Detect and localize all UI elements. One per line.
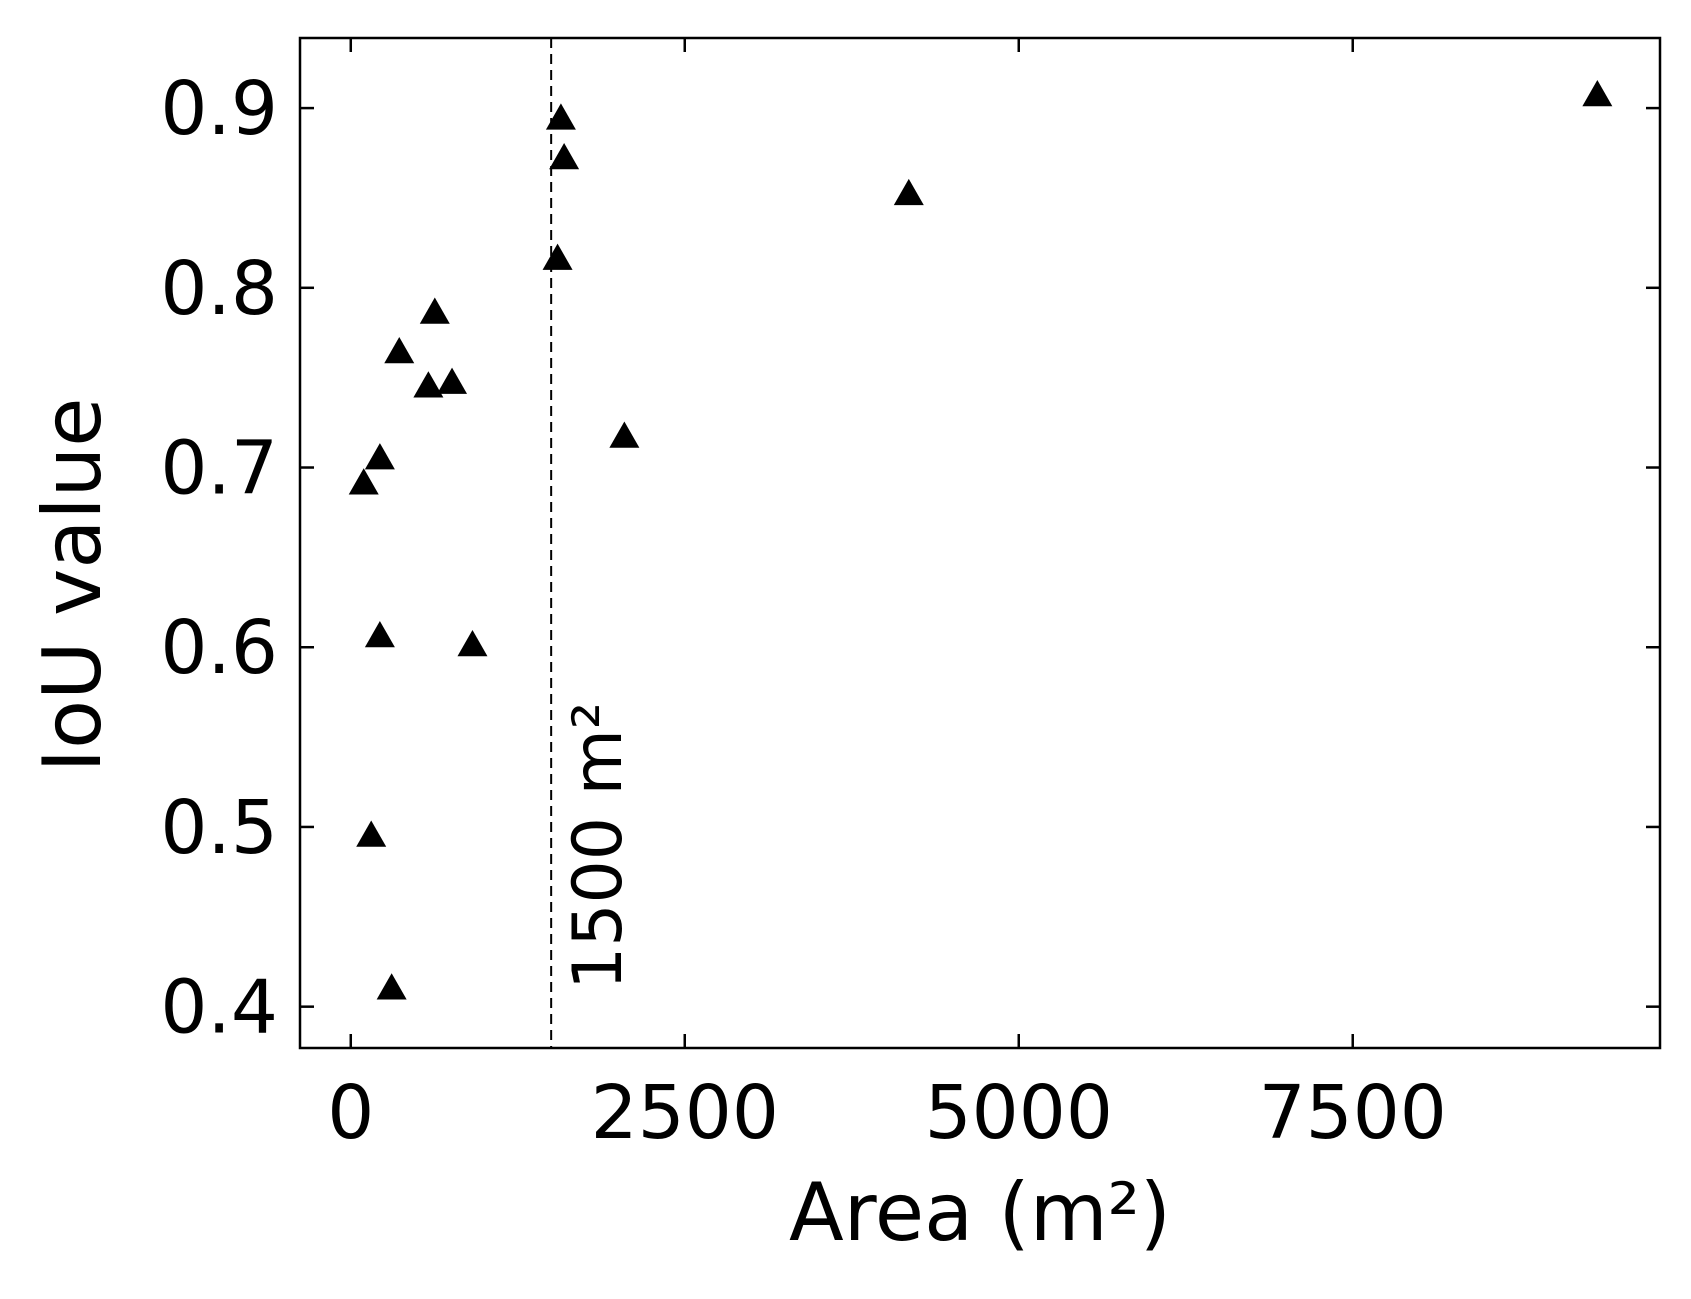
point [545,103,576,130]
threshold-label: 1500 m² [559,702,638,990]
point [1582,80,1613,107]
x-tick-label: 5000 [925,1070,1113,1156]
y-tick-label: 0.9 [160,66,278,152]
point [419,297,450,324]
x-tick-label: 2500 [591,1070,779,1156]
y-axis-label: IoU value [26,397,119,772]
point [549,142,580,170]
point [384,337,415,364]
point [609,421,640,448]
x-axis-label: Area (m²) [789,1166,1171,1259]
point [356,820,387,847]
y-tick-label: 0.6 [160,605,278,691]
point [457,629,488,657]
y-tick-label: 0.8 [160,246,278,332]
point [437,367,468,394]
x-tick-label: 0 [327,1070,374,1156]
point [376,973,407,1000]
point [364,443,395,470]
y-tick-label: 0.4 [160,965,278,1051]
plot-frame [298,36,1662,1050]
point [413,371,444,398]
y-tick-label: 0.5 [160,785,278,871]
point [542,243,573,270]
point [893,178,924,206]
y-tick-label: 0.7 [160,426,278,512]
point [348,468,379,495]
point [364,620,395,648]
x-tick-label: 7500 [1259,1070,1447,1156]
